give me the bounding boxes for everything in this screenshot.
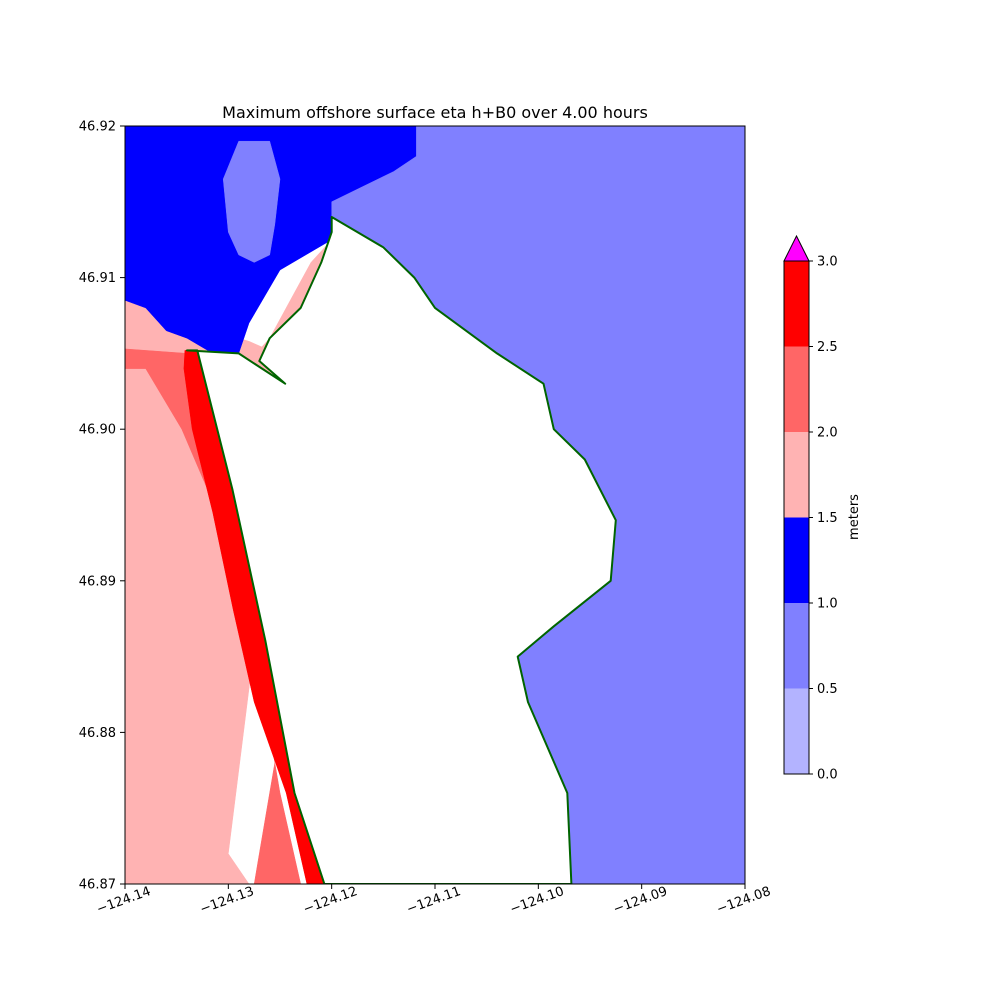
colorbar-bin xyxy=(784,432,809,518)
colorbar-bin xyxy=(784,688,809,774)
colorbar-tick-label: 1.0 xyxy=(817,597,838,612)
colorbar-tick-label: 2.0 xyxy=(817,426,838,441)
colorbar-bin xyxy=(784,346,809,432)
colorbar-bin xyxy=(784,603,809,689)
colorbar-tick-label: 3.0 xyxy=(817,255,838,270)
colorbar: 0.0 0.5 1.0 1.5 2.0 2.5 3.0 xyxy=(783,234,838,783)
colorbar-tick-label: 2.5 xyxy=(817,340,838,355)
y-tick-label: 46.90 xyxy=(79,423,116,438)
colorbar-tick-label: 1.5 xyxy=(817,511,838,526)
y-tick-label: 46.89 xyxy=(79,574,116,589)
region-channel-patch-0.5-1.0 xyxy=(222,140,281,263)
y-tick-label: 46.87 xyxy=(79,878,116,893)
y-tick-label: 46.91 xyxy=(79,271,116,286)
chart-title: Maximum offshore surface eta h+B0 over 4… xyxy=(222,103,648,122)
y-tick-label: 46.88 xyxy=(79,726,116,741)
y-tick-label: 46.92 xyxy=(79,120,116,135)
colorbar-tick-label: 0.5 xyxy=(817,682,838,697)
colorbar-label: meters xyxy=(847,494,862,540)
land-westport-peninsula xyxy=(186,216,617,884)
map-plot-area xyxy=(125,126,745,884)
y-axis: 46.87 46.88 46.89 46.90 46.91 46.92 xyxy=(79,120,125,893)
colorbar-bin xyxy=(784,261,809,347)
colorbar-tick-label: 0.0 xyxy=(817,768,838,783)
colorbar-bin xyxy=(784,517,809,603)
